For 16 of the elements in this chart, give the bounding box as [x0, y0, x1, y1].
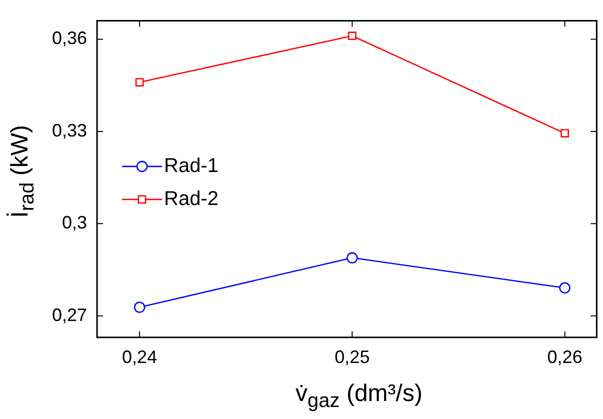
point [135, 78, 144, 86]
x-tick-label: 0,26 [547, 347, 582, 368]
y-tick-label: 0,36 [52, 28, 88, 48]
y-tick-label: 0,3 [62, 212, 88, 233]
y-tick-label: 0,27 [52, 304, 88, 325]
point [348, 32, 356, 40]
x-tick-label: 0,24 [122, 347, 158, 368]
legend-label: Rad-1 [164, 154, 219, 177]
legend-label: Rad-2 [164, 188, 219, 210]
x-axis-title: v̇$_{gaz}$ (dm³/s) [294, 380, 424, 413]
point [346, 252, 358, 264]
y-tick-label: 0,33 [52, 120, 88, 140]
point [134, 302, 146, 313]
point [559, 282, 570, 294]
x-tick-label: 0,25 [334, 347, 370, 368]
point [560, 129, 569, 138]
